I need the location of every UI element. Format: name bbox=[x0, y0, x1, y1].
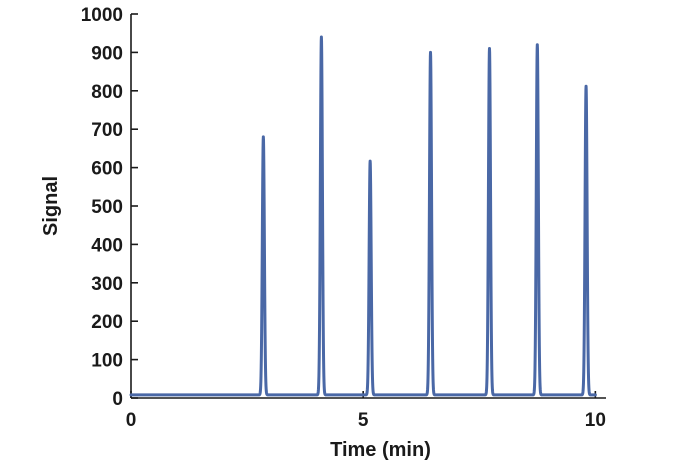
y-axis-ticks: 0 100 200 300 400 500 600 700 800 900 1000 bbox=[81, 5, 138, 410]
x-tick-label: 10 bbox=[585, 410, 606, 431]
x-axis-ticks: 0 5 10 bbox=[126, 391, 606, 431]
y-tick-label: 500 bbox=[91, 197, 123, 218]
y-tick-label: 300 bbox=[91, 274, 123, 295]
x-tick-label: 0 bbox=[126, 410, 137, 431]
y-tick-label: 900 bbox=[91, 43, 123, 64]
y-tick-label: 1000 bbox=[81, 5, 123, 26]
y-tick-label: 100 bbox=[91, 351, 123, 372]
y-tick-label: 800 bbox=[91, 82, 123, 103]
y-tick-label: 600 bbox=[91, 159, 123, 180]
x-tick-label: 5 bbox=[358, 410, 369, 431]
y-tick-label: 200 bbox=[91, 312, 123, 333]
x-axis-title: Time (min) bbox=[330, 439, 431, 461]
y-tick-label: 0 bbox=[112, 389, 123, 410]
y-axis-title: Signal bbox=[40, 176, 62, 236]
y-tick-label: 700 bbox=[91, 120, 123, 141]
signal-trace bbox=[129, 35, 597, 397]
y-tick-label: 400 bbox=[91, 235, 123, 256]
